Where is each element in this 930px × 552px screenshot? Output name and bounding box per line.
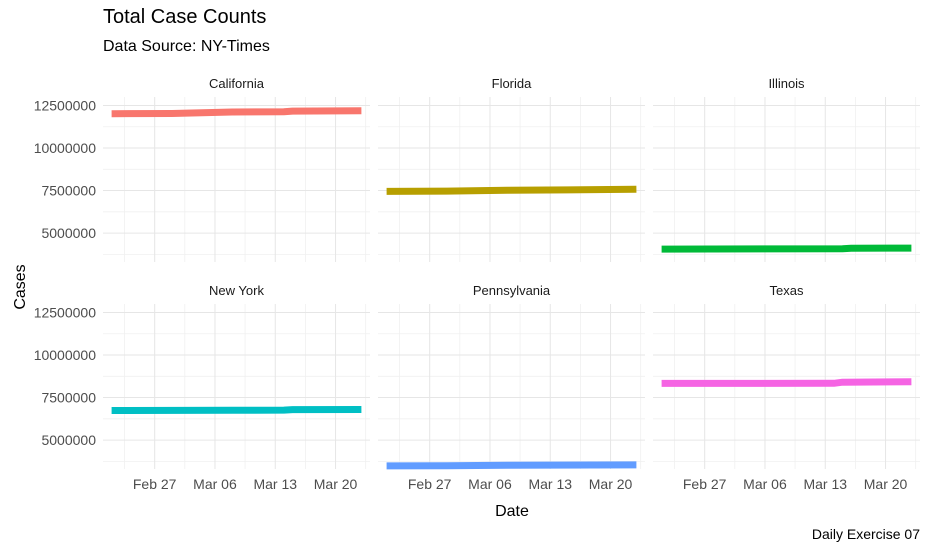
x-tick-label: Mar 06 bbox=[193, 476, 237, 492]
chart-title: Total Case Counts bbox=[103, 6, 267, 28]
chart-subtitle: Data Source: NY-Times bbox=[103, 38, 270, 55]
y-axis-label: Cases bbox=[12, 264, 29, 309]
x-tick-label: Mar 06 bbox=[743, 476, 787, 492]
facet-label: Florida bbox=[492, 76, 533, 91]
facet-label: Illinois bbox=[768, 76, 805, 91]
series-line bbox=[661, 244, 912, 253]
y-tick-label: 5000000 bbox=[41, 432, 96, 448]
x-tick-label: Mar 20 bbox=[589, 476, 633, 492]
x-tick-label: Feb 27 bbox=[408, 476, 452, 492]
x-tick-label: Mar 20 bbox=[314, 476, 358, 492]
series-line bbox=[111, 406, 362, 414]
facet-new-york: New York 5000000 7500000 10000000 12500000 Fe… bbox=[34, 283, 370, 492]
series-line bbox=[386, 461, 637, 470]
y-tick-label: 7500000 bbox=[41, 183, 96, 199]
y-tick-label: 10000000 bbox=[34, 347, 97, 363]
x-tick-label: Mar 13 bbox=[803, 476, 847, 492]
facet-california: California 5000000 7500000 10000000 12500000 bbox=[34, 76, 370, 262]
y-tick-label: 12500000 bbox=[34, 98, 97, 114]
x-tick-label: Feb 27 bbox=[133, 476, 177, 492]
x-tick-label: Mar 20 bbox=[864, 476, 908, 492]
facet-pennsylvania: Pennsylvania Feb 27 Mar 06 Mar 13 Mar 20 bbox=[378, 283, 645, 492]
x-tick-label: Mar 13 bbox=[528, 476, 572, 492]
series-line bbox=[661, 378, 912, 387]
facet-florida: Florida bbox=[378, 76, 645, 262]
y-tick-label: 12500000 bbox=[34, 305, 97, 321]
y-tick-label: 5000000 bbox=[41, 225, 96, 241]
x-tick-label: Feb 27 bbox=[683, 476, 727, 492]
facet-label: Texas bbox=[770, 283, 804, 298]
facet-label: Pennsylvania bbox=[473, 283, 551, 298]
series-line bbox=[386, 185, 637, 195]
chart-caption: Daily Exercise 07 bbox=[811, 526, 920, 542]
y-tick-label: 7500000 bbox=[41, 390, 96, 406]
facet-label: California bbox=[209, 76, 265, 91]
series-line bbox=[111, 107, 362, 118]
facet-illinois: Illinois bbox=[653, 76, 920, 262]
facet-label: New York bbox=[209, 283, 264, 298]
y-tick-label: 10000000 bbox=[34, 140, 97, 156]
x-tick-label: Mar 06 bbox=[468, 476, 512, 492]
x-axis-label: Date bbox=[495, 503, 529, 520]
x-tick-label: Mar 13 bbox=[253, 476, 297, 492]
facet-texas: Texas Feb 27 Mar 06 Mar 13 Mar 20 bbox=[653, 283, 920, 492]
